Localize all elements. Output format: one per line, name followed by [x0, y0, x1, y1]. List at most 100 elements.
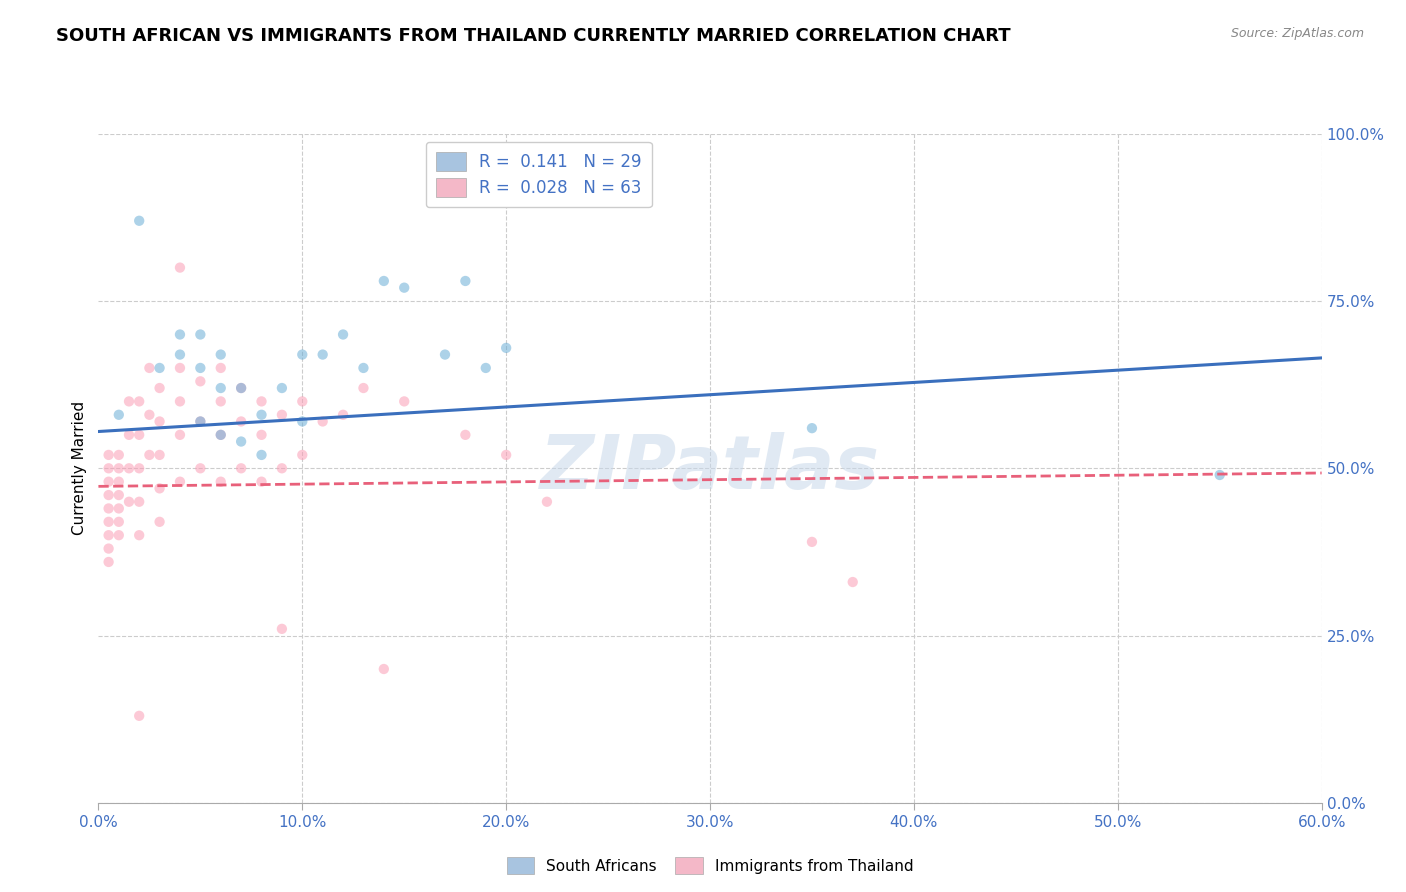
Point — [270, 461, 294, 475]
Point — [231, 381, 253, 395]
Point — [108, 408, 131, 422]
Text: ZIPatlas: ZIPatlas — [540, 432, 880, 505]
Point — [495, 341, 517, 355]
Point — [454, 428, 477, 442]
Text: Source: ZipAtlas.com: Source: ZipAtlas.com — [1230, 27, 1364, 40]
Point — [291, 448, 314, 462]
Point — [97, 515, 120, 529]
Point — [169, 394, 191, 409]
Point — [209, 428, 232, 442]
Point — [108, 528, 131, 542]
Point — [108, 488, 131, 502]
Point — [149, 448, 172, 462]
Point — [149, 482, 172, 496]
Point — [373, 274, 395, 288]
Point — [536, 494, 558, 508]
Point — [128, 214, 150, 228]
Point — [270, 381, 294, 395]
Text: SOUTH AFRICAN VS IMMIGRANTS FROM THAILAND CURRENTLY MARRIED CORRELATION CHART: SOUTH AFRICAN VS IMMIGRANTS FROM THAILAN… — [56, 27, 1011, 45]
Point — [209, 475, 232, 489]
Point — [128, 428, 150, 442]
Y-axis label: Currently Married: Currently Married — [72, 401, 87, 535]
Point — [97, 475, 120, 489]
Point — [250, 428, 273, 442]
Point — [209, 381, 232, 395]
Point — [312, 348, 335, 362]
Point — [434, 348, 457, 362]
Point — [250, 475, 273, 489]
Point — [138, 408, 160, 422]
Point — [209, 361, 232, 376]
Point — [188, 461, 212, 475]
Point — [108, 461, 131, 475]
Point — [97, 528, 120, 542]
Point — [392, 394, 416, 409]
Point — [392, 281, 416, 295]
Point — [188, 327, 212, 342]
Point — [118, 394, 141, 409]
Point — [270, 622, 294, 636]
Point — [108, 475, 131, 489]
Point — [231, 415, 253, 429]
Point — [1209, 468, 1232, 483]
Point — [149, 361, 172, 376]
Point — [108, 448, 131, 462]
Point — [291, 415, 314, 429]
Point — [188, 361, 212, 376]
Point — [291, 394, 314, 409]
Point — [149, 381, 172, 395]
Point — [291, 348, 314, 362]
Point — [352, 361, 374, 376]
Point — [801, 421, 824, 435]
Point — [97, 555, 120, 569]
Point — [231, 381, 253, 395]
Point — [454, 274, 477, 288]
Legend: South Africans, Immigrants from Thailand: South Africans, Immigrants from Thailand — [499, 849, 921, 882]
Point — [270, 408, 294, 422]
Point — [169, 475, 191, 489]
Point — [474, 361, 498, 376]
Point — [801, 535, 824, 549]
Point — [312, 415, 335, 429]
Point — [250, 448, 273, 462]
Point — [169, 348, 191, 362]
Point — [209, 394, 232, 409]
Point — [352, 381, 374, 395]
Point — [231, 461, 253, 475]
Point — [138, 448, 160, 462]
Point — [169, 327, 191, 342]
Point — [138, 361, 160, 376]
Point — [149, 515, 172, 529]
Point — [188, 415, 212, 429]
Point — [250, 394, 273, 409]
Point — [169, 260, 191, 275]
Point — [118, 494, 141, 508]
Point — [97, 541, 120, 556]
Point — [169, 361, 191, 376]
Point — [209, 428, 232, 442]
Point — [128, 528, 150, 542]
Point — [231, 434, 253, 449]
Point — [97, 501, 120, 516]
Point — [495, 448, 517, 462]
Point — [97, 461, 120, 475]
Point — [108, 501, 131, 516]
Point — [128, 394, 150, 409]
Point — [332, 408, 354, 422]
Point — [128, 461, 150, 475]
Point — [149, 415, 172, 429]
Point — [118, 461, 141, 475]
Point — [97, 488, 120, 502]
Point — [250, 408, 273, 422]
Point — [332, 327, 354, 342]
Point — [118, 428, 141, 442]
Point — [841, 575, 863, 590]
Point — [169, 428, 191, 442]
Point — [373, 662, 395, 676]
Point — [128, 494, 150, 508]
Point — [97, 448, 120, 462]
Point — [209, 348, 232, 362]
Point — [128, 708, 150, 723]
Point — [108, 515, 131, 529]
Point — [188, 375, 212, 389]
